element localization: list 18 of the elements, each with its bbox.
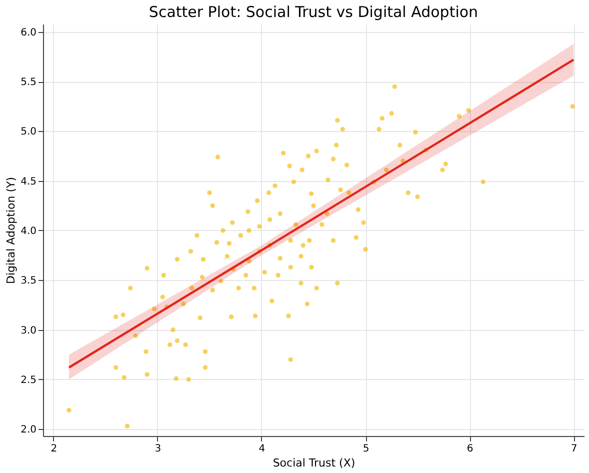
y-tick-label: 5.0 (20, 126, 36, 138)
y-tick-label: 3.5 (20, 276, 36, 287)
y-tick-label: 4.5 (20, 176, 36, 188)
y-tick-label: 3.0 (20, 325, 36, 336)
x-tick-label: 6 (466, 444, 474, 454)
y-tick-label: 2.5 (20, 374, 36, 386)
chart-title: Scatter Plot: Social Trust vs Digital Adoption (148, 3, 478, 21)
y-tick-label: 5.5 (20, 77, 36, 88)
x-tick-label: 2 (50, 444, 58, 454)
x-tick-label: 4 (258, 444, 266, 454)
y-tick-label: 4.0 (20, 226, 36, 237)
x-tick-label: 5 (362, 444, 370, 454)
x-axis-title: Social Trust (X) (272, 456, 356, 470)
y-tick-label: 2.0 (20, 424, 36, 436)
x-tick-label: 3 (154, 444, 162, 454)
x-tick-label: 7 (570, 444, 578, 454)
y-axis-title: Digital Adoption (Y) (4, 176, 18, 284)
y-tick-label: 6.0 (20, 27, 36, 38)
